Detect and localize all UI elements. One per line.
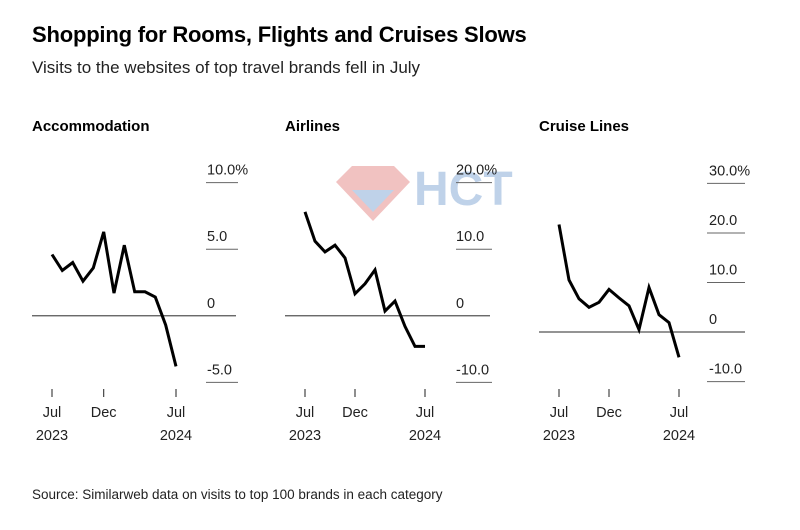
y-tick-label: 0 <box>709 312 717 328</box>
source-note: Source: Similarweb data on visits to top… <box>32 487 443 502</box>
watermark-text: HCT <box>414 163 513 216</box>
y-tick-label: 20.0% <box>456 163 497 179</box>
x-tick-label: Dec <box>91 405 117 421</box>
x-tick-label: Jul <box>416 405 435 421</box>
y-tick-label: -5.0 <box>207 362 232 378</box>
y-tick-label: 20.0 <box>709 213 737 229</box>
x-tick-year: 2024 <box>663 428 695 444</box>
series-line <box>50 231 178 367</box>
x-tick-year: 2023 <box>289 428 321 444</box>
x-tick-year: 2024 <box>409 428 441 444</box>
y-tick-label: 5.0 <box>207 229 227 245</box>
panel-title: Accommodation <box>32 118 150 135</box>
y-tick-label: 30.0% <box>709 163 750 179</box>
x-tick-label: Dec <box>342 405 368 421</box>
x-tick-year: 2023 <box>543 428 575 444</box>
y-tick-label: -10.0 <box>709 362 742 378</box>
x-tick-label: Dec <box>596 405 622 421</box>
y-tick-label: 10.0 <box>456 229 484 245</box>
y-tick-label: 0 <box>456 296 464 312</box>
x-tick-label: Jul <box>670 405 689 421</box>
watermark-diamond-bottom <box>352 190 394 212</box>
y-tick-label: -10.0 <box>456 362 489 378</box>
x-tick-label: Jul <box>167 405 186 421</box>
watermark-diamond-top <box>336 166 410 221</box>
chart-subtitle: Visits to the websites of top travel bra… <box>32 58 421 77</box>
x-tick-label: Jul <box>550 405 569 421</box>
y-tick-label: 0 <box>207 296 215 312</box>
chart-panel-2: Cruise Lines 30.0% 20.0 10.0 0 -10.0 Jul 2023 De… <box>539 118 750 444</box>
watermark-logo: HCT <box>336 163 513 221</box>
x-tick-label: Jul <box>296 405 315 421</box>
y-tick-label: 10.0 <box>709 263 737 279</box>
x-tick-label: Jul <box>43 405 62 421</box>
panel-title: Airlines <box>285 118 340 135</box>
series-line <box>303 211 425 348</box>
y-tick-label: 10.0% <box>207 163 248 179</box>
x-tick-year: 2024 <box>160 428 192 444</box>
chart-title: Shopping for Rooms, Flights and Cruises … <box>32 22 527 47</box>
x-tick-year: 2023 <box>36 428 68 444</box>
chart-panel-1: Airlines 20.0% 10.0 0 -10.0 Jul 2023 Dec Jul 2024 <box>285 118 497 444</box>
panel-title: Cruise Lines <box>539 118 629 135</box>
series-line <box>557 224 681 358</box>
chart-panel-0: Accommodation 10.0% 5.0 0 -5.0 Jul 2023 Dec Jul 2… <box>32 118 248 444</box>
